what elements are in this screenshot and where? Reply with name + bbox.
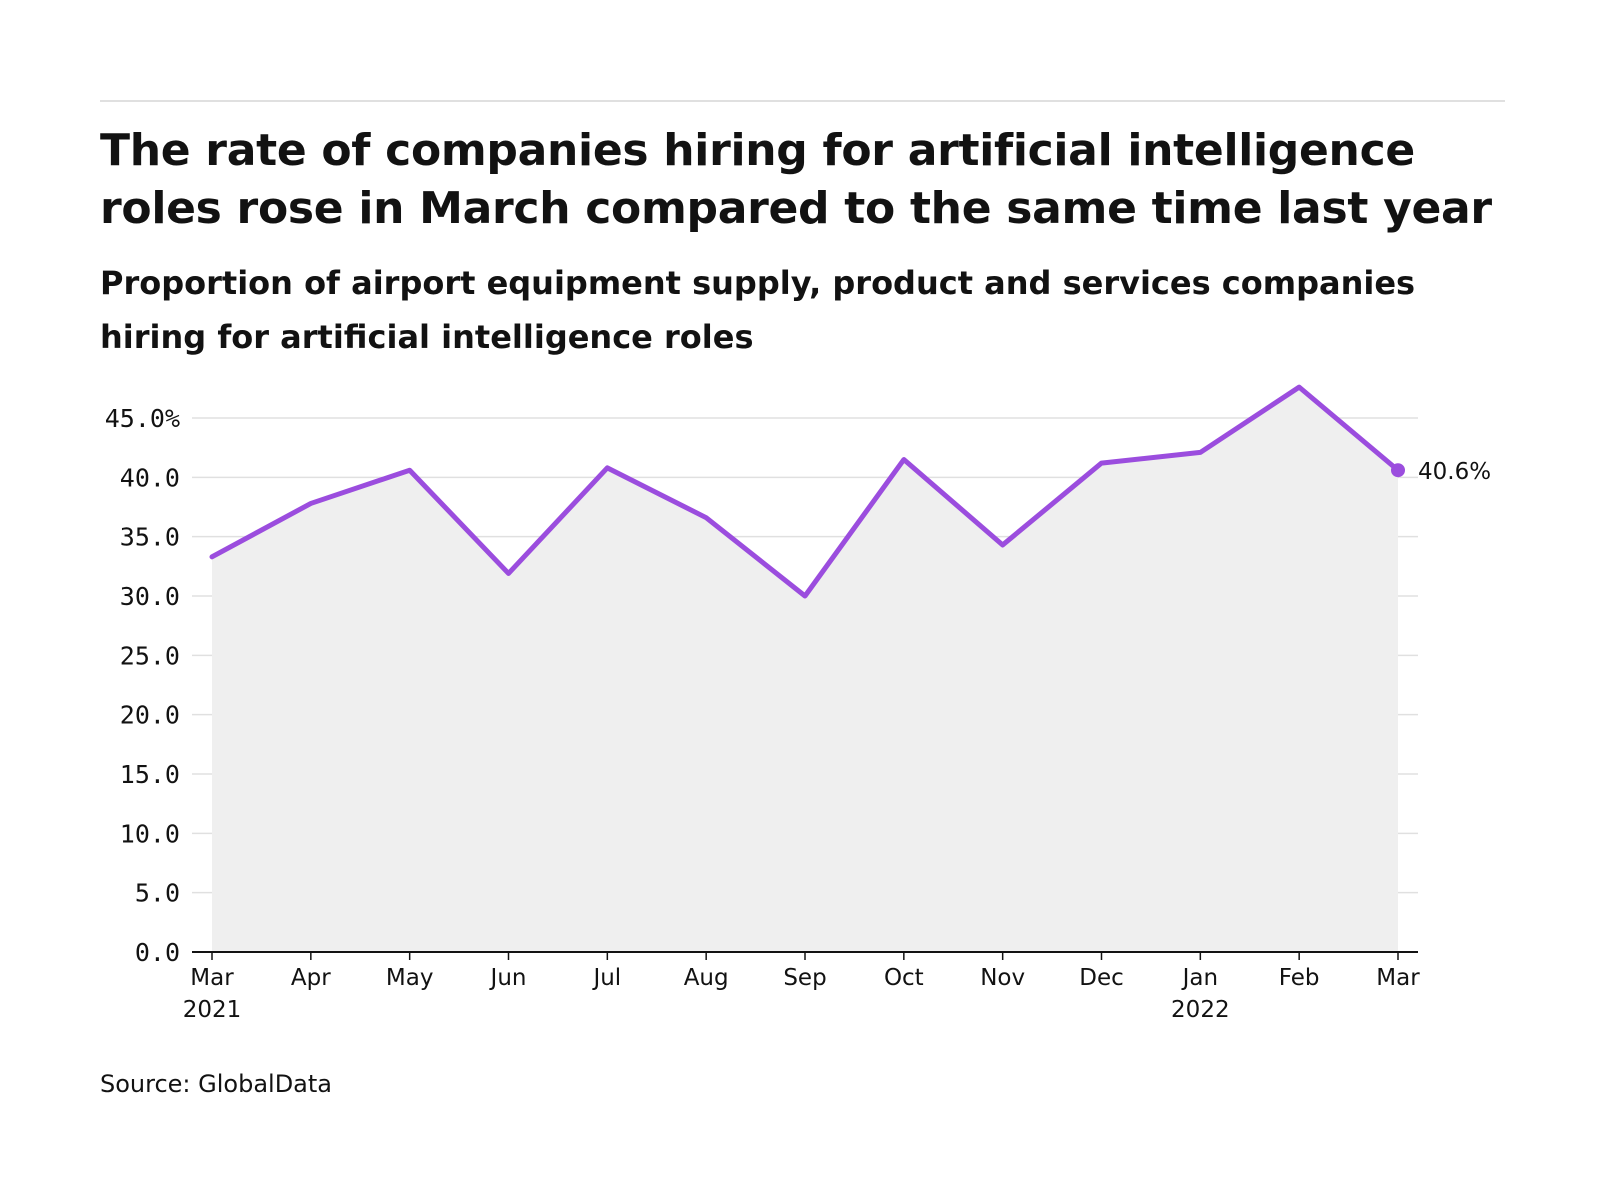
data-point: [506, 570, 512, 576]
x-tick-label: Mar: [1376, 965, 1420, 991]
data-point: [407, 467, 413, 473]
chart-title: The rate of companies hiring for artific…: [100, 125, 1492, 234]
x-tick-label: May: [386, 965, 434, 991]
y-tick-label: 35.0: [120, 523, 180, 552]
top-divider: [100, 100, 1505, 102]
x-tick-label: Jul: [591, 965, 621, 991]
y-tick-label: 15.0: [120, 760, 180, 789]
x-tick-label: Jan: [1181, 965, 1218, 991]
data-point: [308, 500, 314, 506]
y-tick-label: 10.0: [120, 819, 180, 848]
x-tick-label: Mar: [190, 965, 234, 991]
x-tick-label: Aug: [684, 965, 729, 991]
data-point: [1296, 384, 1302, 390]
y-tick-label: 20.0: [120, 701, 180, 730]
source-note: Source: GlobalData: [100, 1070, 333, 1098]
x-tick-label: Dec: [1079, 965, 1124, 991]
y-tick-label: 45.0%: [105, 404, 180, 433]
data-point: [703, 515, 709, 521]
y-tick-label: 25.0: [120, 641, 180, 670]
end-point-marker: [1391, 463, 1405, 478]
x-tick-label: 2022: [1171, 997, 1230, 1023]
data-point: [1197, 449, 1203, 455]
y-tick-label: 0.0: [135, 938, 180, 967]
series-line: [209, 384, 1401, 599]
y-tick-label: 30.0: [120, 582, 180, 611]
y-tick-label: 40.0: [120, 463, 180, 492]
area-fill: [212, 387, 1398, 952]
x-tick-label: Feb: [1279, 965, 1320, 991]
data-point: [1000, 542, 1006, 548]
data-point: [901, 457, 907, 463]
data-point: [604, 465, 610, 471]
data-point: [209, 554, 215, 560]
end-value-label: 40.6%: [1418, 459, 1491, 485]
x-tick-label: Oct: [884, 965, 924, 991]
x-tick-label: Apr: [291, 965, 331, 991]
x-tick-label: Sep: [783, 965, 826, 991]
chart-subtitle: Proportion of airport equipment supply, …: [100, 264, 1416, 356]
data-point: [802, 593, 808, 599]
x-tick-label: Nov: [980, 965, 1025, 991]
y-tick-label: 5.0: [135, 879, 180, 908]
x-tick-label: Jun: [489, 965, 527, 991]
x-tick-label: 2021: [183, 997, 242, 1023]
data-point: [1099, 460, 1105, 466]
